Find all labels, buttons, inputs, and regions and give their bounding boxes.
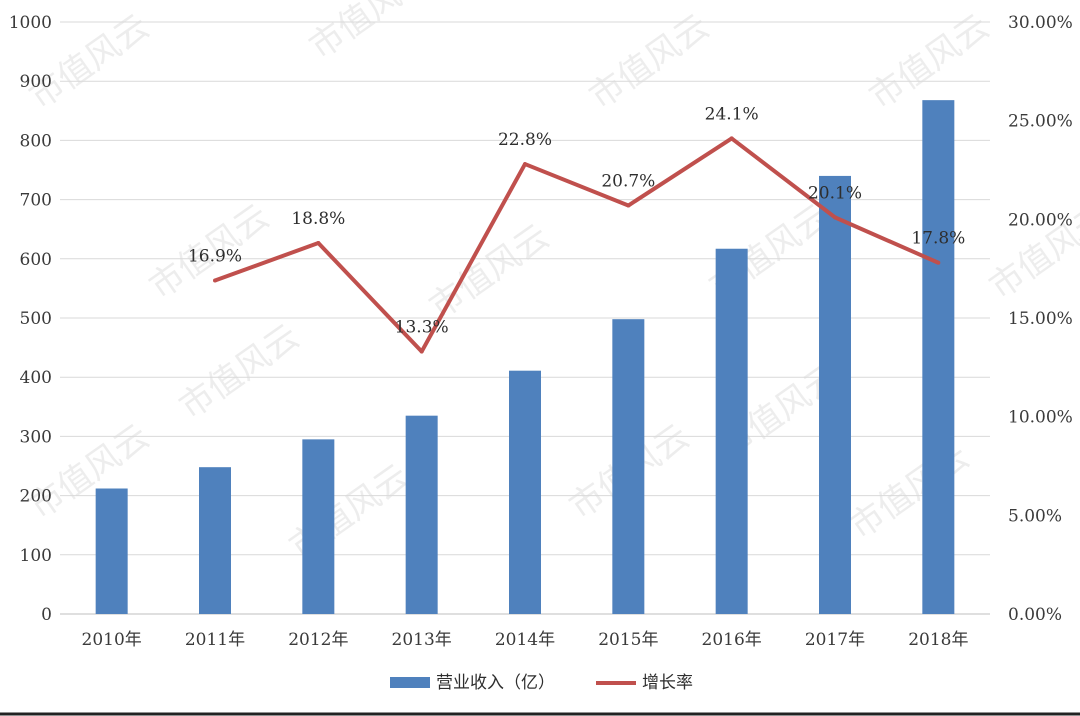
line-point <box>626 203 631 208</box>
bar <box>509 370 541 614</box>
x-axis-tick-label: 2013年 <box>392 630 452 650</box>
bar <box>612 319 645 614</box>
left-axis-tick-label: 300 <box>20 427 52 447</box>
left-axis-tick-label: 1000 <box>9 13 52 33</box>
x-axis-tick-label: 2014年 <box>495 630 555 650</box>
growth-data-label: 22.8% <box>498 130 552 150</box>
right-axis-tick-label: 15.00% <box>1008 309 1073 329</box>
right-axis-tick-label: 25.00% <box>1008 112 1073 132</box>
left-axis-tick-label: 400 <box>20 368 52 388</box>
growth-data-label: 17.8% <box>911 229 965 249</box>
x-axis-ticks: 2010年 2011年 2012年 2013年 2014年 2015年 2016年 2017年… <box>82 630 969 650</box>
legend-swatch-bar <box>390 677 430 688</box>
line-point <box>419 349 424 354</box>
x-axis-tick-label: 2015年 <box>598 630 658 650</box>
bar-series <box>95 100 955 615</box>
line-point <box>523 162 527 167</box>
right-axis-tick-label: 10.00% <box>1008 408 1073 428</box>
left-axis-tick-label: 700 <box>20 191 52 211</box>
left-axis-tick-label: 600 <box>20 250 52 270</box>
right-axis-tick-label: 30.00% <box>1008 13 1073 33</box>
watermark-text: 市值风云 <box>172 317 306 428</box>
right-axis-ticks: 0.00% 5.00% 10.00% 15.00% 20.00% 25.00% 30.00% <box>1008 13 1073 625</box>
bar <box>302 439 335 614</box>
x-axis-tick-label: 2012年 <box>288 630 348 650</box>
left-axis-tick-label: 900 <box>20 72 52 92</box>
left-axis-tick-label: 200 <box>20 487 52 507</box>
bar <box>715 248 748 614</box>
left-axis-tick-label: 0 <box>41 605 52 625</box>
legend-label-revenue: 营业收入（亿） <box>436 673 555 693</box>
growth-data-label: 13.3% <box>395 318 449 338</box>
watermark-text: 市值风云 <box>582 7 716 118</box>
right-axis-tick-label: 0.00% <box>1008 605 1062 625</box>
line-point <box>833 215 837 220</box>
legend: 营业收入（亿） 增长率 <box>390 673 693 693</box>
x-axis-tick-label: 2017年 <box>805 630 865 650</box>
right-axis-tick-label: 5.00% <box>1008 506 1062 526</box>
line-point <box>213 278 217 283</box>
bar <box>922 100 955 615</box>
line-series <box>213 136 941 354</box>
watermark-text: 市值风云 <box>842 437 976 548</box>
legend-label-growth: 增长率 <box>642 673 693 693</box>
growth-data-label: 20.7% <box>601 172 655 192</box>
growth-line <box>214 136 940 354</box>
line-point <box>729 136 734 141</box>
bar <box>199 467 231 614</box>
growth-data-label: 18.8% <box>291 209 345 229</box>
left-axis-ticks: 0 100 200 300 400 500 600 700 800 900 1000 <box>9 13 52 625</box>
x-axis-tick-label: 2016年 <box>702 630 762 650</box>
growth-data-label: 20.1% <box>808 183 862 203</box>
left-axis-tick-label: 500 <box>20 309 52 329</box>
x-axis-tick-label: 2011年 <box>185 630 245 650</box>
growth-data-label: 16.9% <box>188 247 242 267</box>
right-axis-tick-label: 20.00% <box>1008 210 1073 230</box>
data-labels: 16.9% 18.8% 13.3% 22.8% 20.7% 24.1% 20.1% 17.8% <box>188 104 965 337</box>
bar <box>819 175 851 615</box>
left-axis-tick-label: 100 <box>20 546 52 566</box>
line-point <box>316 241 321 246</box>
x-axis-tick-label: 2018年 <box>908 630 968 650</box>
bar <box>405 415 438 614</box>
left-axis-tick-label: 800 <box>20 131 52 151</box>
growth-data-label: 24.1% <box>705 104 759 124</box>
bar <box>95 488 128 614</box>
x-axis-tick-label: 2010年 <box>82 630 142 650</box>
watermark-text: 市值风云 <box>302 0 436 67</box>
line-point <box>936 260 941 265</box>
